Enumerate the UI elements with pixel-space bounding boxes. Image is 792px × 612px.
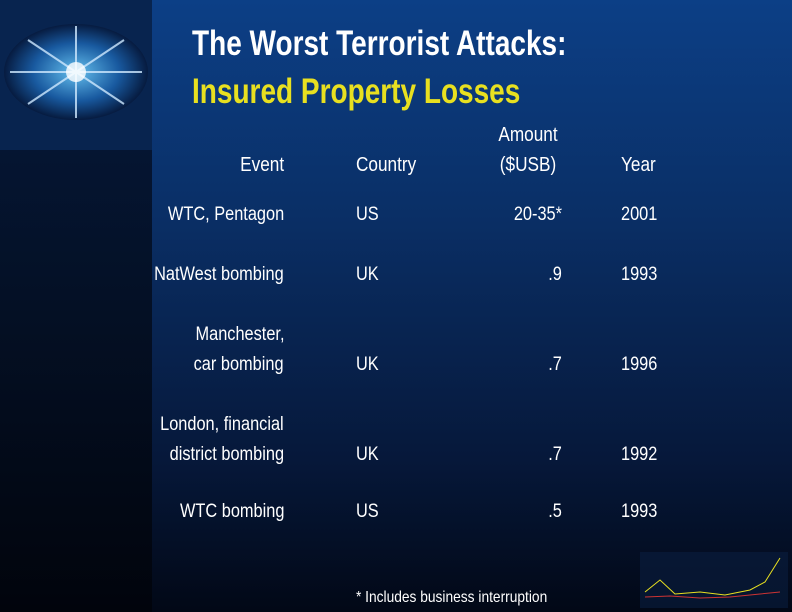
amount-cell: .5 [548,501,562,522]
column-header: Year [621,154,656,176]
title-line: The Worst Terrorist Attacks: [192,24,567,63]
event-cell: London, financial [160,414,284,435]
amount-cell: .9 [548,264,562,285]
year-cell: 1993 [621,264,658,285]
thumbnail-chart [640,552,788,608]
event-cell: NatWest bombing [154,264,284,285]
column-header: Country [356,154,417,176]
country-cell: US [356,204,379,225]
year-cell: 2001 [621,204,658,225]
country-cell: UK [356,354,379,375]
footnote: * Includes business interruption [356,589,548,606]
country-cell: UK [356,264,379,285]
amount-cell: 20-35* [513,204,562,225]
year-cell: 1993 [621,501,658,522]
event-cell: WTC, Pentagon [167,204,284,225]
event-cell: WTC bombing [179,501,284,522]
event-cell: car bombing [194,354,284,375]
event-cell: Manchester, [194,324,284,345]
column-header: ($USB) [499,154,557,176]
year-cell: 1992 [621,444,658,465]
country-cell: UK [356,444,379,465]
compass-image [0,0,152,150]
title-line: Insured Property Losses [192,72,521,111]
country-cell: US [356,501,379,522]
year-cell: 1996 [621,354,658,375]
amount-cell: .7 [548,444,562,465]
amount-cell: .7 [548,354,562,375]
event-cell: district bombing [169,444,284,465]
column-header: Event [240,154,284,176]
column-header: Amount [498,124,558,146]
